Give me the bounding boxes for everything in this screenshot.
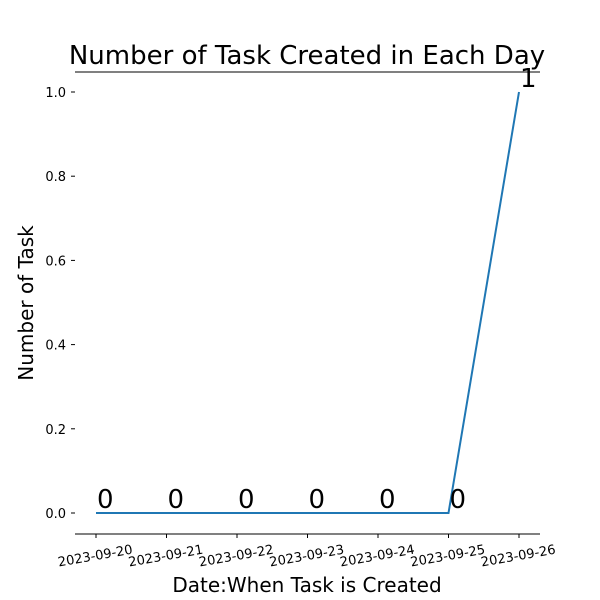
data-label: 0: [238, 485, 255, 515]
x-axis-label: Date:When Task is Created: [172, 573, 441, 597]
x-tick-label: 2023-09-25: [409, 543, 486, 571]
x-tick-label: 2023-09-22: [198, 543, 275, 571]
data-labels: 0 0 0 0 0 0 1: [97, 64, 537, 515]
x-tick-label: 2023-09-26: [480, 543, 557, 571]
data-label: 0: [168, 485, 185, 515]
chart-title: Number of Task Created in Each Day: [69, 41, 545, 71]
data-label: 0: [450, 485, 467, 515]
y-axis-label: Number of Task: [14, 225, 38, 381]
y-tick-label: 0.2: [45, 423, 66, 438]
x-tick-label: 2023-09-23: [268, 543, 345, 571]
y-axis-ticks: 0.0 0.2 0.4 0.6 0.8 1.0: [45, 86, 75, 522]
y-tick-label: 0.6: [45, 254, 66, 269]
data-label: 1: [520, 64, 537, 94]
y-tick-label: 0.0: [45, 507, 66, 522]
y-tick-label: 0.8: [45, 170, 66, 185]
y-tick-label: 1.0: [45, 86, 66, 101]
x-axis-ticks: 2023-09-202023-09-212023-09-222023-09-23…: [57, 534, 557, 570]
data-label: 0: [309, 485, 326, 515]
x-tick-label: 2023-09-24: [339, 543, 416, 571]
x-tick-label: 2023-09-20: [57, 543, 134, 571]
data-label: 0: [97, 485, 114, 515]
series-line: [96, 91, 520, 514]
y-tick-label: 0.4: [45, 339, 66, 354]
x-tick-label: 2023-09-21: [127, 543, 204, 571]
data-label: 0: [379, 485, 396, 515]
